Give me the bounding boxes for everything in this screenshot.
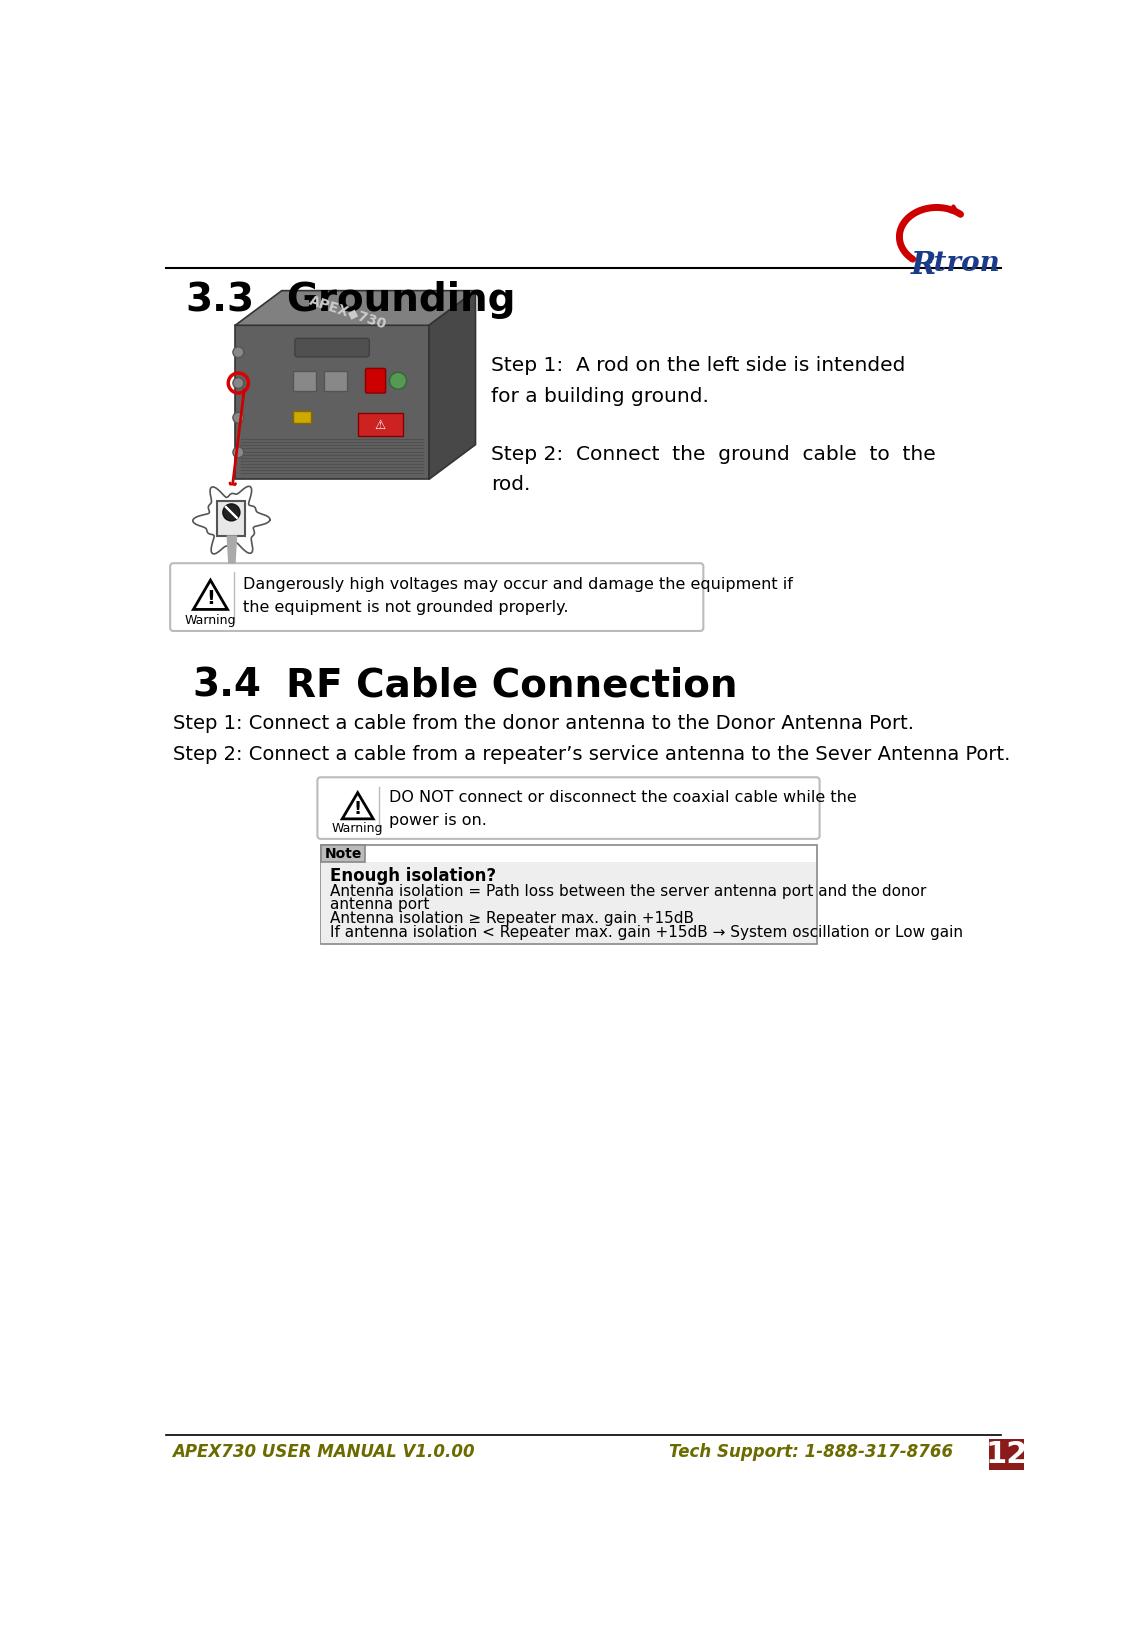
Text: !: !: [206, 590, 215, 608]
Text: If antenna isolation < Repeater max. gain +15dB → System oscillation or Low gain: If antenna isolation < Repeater max. gai…: [330, 925, 963, 940]
Polygon shape: [193, 580, 228, 610]
Text: Antenna isolation = Path loss between the server antenna port and the donor: Antenna isolation = Path loss between th…: [330, 884, 926, 899]
Circle shape: [233, 347, 244, 357]
Text: Grounding: Grounding: [286, 281, 516, 319]
Text: 3.4: 3.4: [192, 666, 262, 704]
FancyBboxPatch shape: [171, 563, 703, 631]
Text: Warning: Warning: [184, 615, 237, 628]
Text: ·tron: ·tron: [925, 249, 1000, 278]
Polygon shape: [236, 325, 429, 479]
FancyBboxPatch shape: [217, 501, 246, 537]
FancyBboxPatch shape: [292, 370, 316, 392]
Text: !: !: [354, 800, 362, 818]
Circle shape: [229, 519, 263, 552]
Polygon shape: [343, 793, 373, 819]
Text: Step 1: Connect a cable from the donor antenna to the Donor Antenna Port.: Step 1: Connect a cable from the donor a…: [173, 714, 914, 733]
FancyBboxPatch shape: [295, 339, 370, 357]
Circle shape: [214, 520, 248, 553]
Text: Dangerously high voltages may occur and damage the equipment if
the equipment is: Dangerously high voltages may occur and …: [244, 577, 793, 616]
FancyBboxPatch shape: [321, 862, 816, 943]
Text: Antenna isolation ≥ Repeater max. gain +15dB: Antenna isolation ≥ Repeater max. gain +…: [330, 912, 694, 927]
FancyBboxPatch shape: [321, 846, 365, 862]
Text: DO NOT connect or disconnect the coaxial cable while the
power is on.: DO NOT connect or disconnect the coaxial…: [389, 790, 857, 828]
FancyBboxPatch shape: [323, 370, 347, 392]
Polygon shape: [192, 486, 270, 553]
Text: APEX730 USER MANUAL V1.0.00: APEX730 USER MANUAL V1.0.00: [172, 1442, 475, 1460]
Text: R: R: [912, 249, 937, 281]
Text: Note: Note: [324, 846, 362, 861]
Circle shape: [223, 504, 240, 520]
FancyBboxPatch shape: [318, 778, 819, 839]
Polygon shape: [236, 291, 476, 325]
Circle shape: [389, 372, 406, 390]
Circle shape: [189, 507, 228, 545]
Polygon shape: [429, 291, 476, 479]
FancyBboxPatch shape: [989, 1439, 1024, 1470]
Circle shape: [233, 378, 244, 388]
Text: Step 1:  A rod on the left side is intended: Step 1: A rod on the left side is intend…: [490, 357, 906, 375]
Text: Enough isolation?: Enough isolation?: [330, 867, 496, 884]
Text: rod.: rod.: [490, 476, 530, 494]
Text: 12: 12: [986, 1441, 1028, 1469]
Circle shape: [233, 413, 244, 423]
Circle shape: [199, 486, 261, 547]
FancyBboxPatch shape: [321, 846, 816, 943]
Text: Tech Support: 1-888-317-8766: Tech Support: 1-888-317-8766: [669, 1442, 954, 1460]
Text: for a building ground.: for a building ground.: [490, 387, 709, 406]
Circle shape: [200, 519, 234, 552]
Text: Step 2: Connect a cable from a repeater’s service antenna to the Sever Antenna P: Step 2: Connect a cable from a repeater’…: [173, 745, 1011, 763]
Text: 3.3: 3.3: [184, 281, 254, 319]
FancyBboxPatch shape: [365, 368, 386, 393]
Text: Step 2:  Connect  the  ground  cable  to  the: Step 2: Connect the ground cable to the: [490, 444, 935, 464]
Text: Warning: Warning: [332, 823, 384, 834]
Text: APEX◆730: APEX◆730: [307, 292, 388, 332]
Circle shape: [236, 507, 274, 545]
Text: ⚠: ⚠: [374, 420, 386, 431]
FancyBboxPatch shape: [292, 411, 311, 423]
Text: antenna port: antenna port: [330, 897, 429, 912]
Circle shape: [233, 448, 244, 458]
Text: RF Cable Connection: RF Cable Connection: [286, 666, 737, 704]
FancyBboxPatch shape: [358, 413, 403, 436]
